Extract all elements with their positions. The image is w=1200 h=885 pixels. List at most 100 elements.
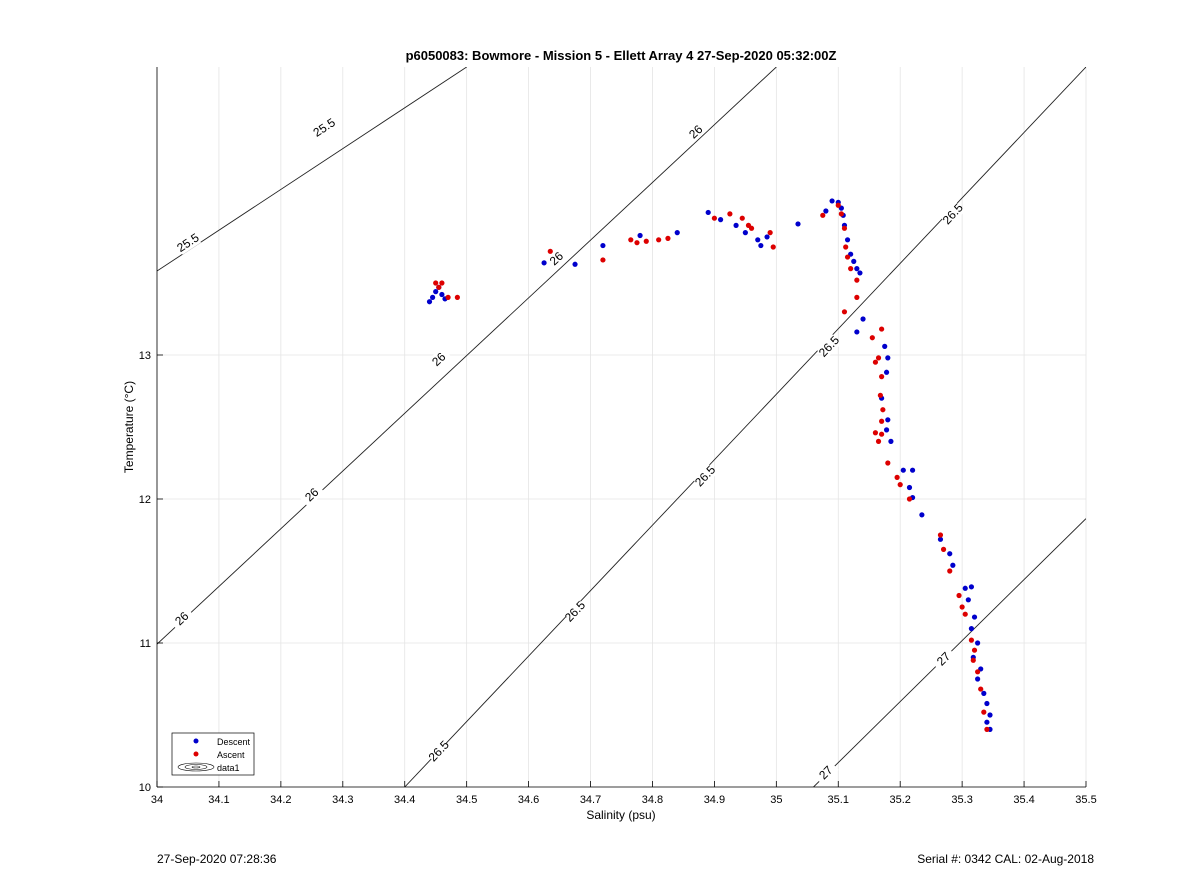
contour-label-bg [692, 463, 718, 489]
x-tick-label: 34 [151, 794, 163, 806]
ascent-point [897, 482, 903, 488]
grid [156, 67, 1087, 788]
ascent-point [854, 294, 860, 300]
descent-point [829, 198, 835, 204]
x-tick-label: 35.5 [1075, 794, 1096, 806]
ascent-point [436, 284, 442, 290]
contour-label-bg [940, 201, 966, 227]
descent-point [900, 467, 906, 473]
ascent-point [879, 374, 885, 380]
ascent-point [975, 669, 981, 675]
ascent-point [841, 225, 848, 231]
descent-point [937, 536, 944, 542]
descent-point [854, 266, 860, 272]
descent-point [962, 585, 968, 591]
descent-point [857, 270, 863, 276]
ascent-point [869, 335, 875, 341]
contour-label-bg [816, 333, 842, 360]
legend-contour-icon [177, 762, 215, 772]
chart-title: p6050083: Bowmore - Mission 5 - Ellett A… [406, 48, 837, 63]
descent-point [975, 676, 981, 682]
contour-label-bg [168, 605, 195, 632]
descent-point [984, 719, 990, 725]
ascent-point [739, 215, 745, 221]
ascent-point [727, 211, 733, 217]
x-axis-label: Salinity (psu) [586, 808, 655, 822]
ascent-point [956, 592, 962, 599]
ascent-point [880, 407, 886, 413]
ascent-point [841, 309, 848, 315]
descent-point [975, 640, 981, 646]
descent-point [885, 355, 891, 361]
descent-point [823, 208, 829, 214]
ascent-point [978, 686, 984, 692]
ascent-point [439, 280, 445, 286]
descent-point [541, 260, 547, 266]
ascent-point [628, 237, 634, 243]
y-ticks: 10 11 12 13 [139, 350, 163, 794]
descent-point [705, 209, 711, 216]
data-points [426, 198, 993, 733]
ascent-point [433, 280, 439, 286]
y-axis-label: Temperature (°C) [122, 381, 136, 473]
descent-point [860, 316, 866, 322]
contour-label-bg [426, 738, 452, 764]
ascent-point [838, 211, 844, 217]
legend: Descent Ascent data1 [171, 732, 255, 776]
descent-point [755, 237, 761, 243]
descent-point [906, 484, 913, 491]
x-tick-label: 34.7 [580, 794, 601, 806]
contour-line-25.5 [157, 67, 467, 272]
y-tick-label: 12 [139, 494, 151, 506]
ascent-point [454, 294, 460, 300]
legend-ascent-marker [193, 751, 199, 757]
ascent-point [767, 230, 773, 236]
x-tick-label: 34.9 [704, 794, 725, 806]
contour-label-bg [930, 646, 957, 672]
ascent-point [937, 532, 944, 538]
descent-point [439, 291, 445, 298]
density-contours: 25.525.5262626262626.526.526.526.526.527… [157, 67, 1086, 787]
descent-point [987, 712, 993, 718]
descent-point [764, 234, 770, 240]
descent-point [888, 438, 894, 444]
descent-point [854, 329, 860, 335]
ascent-point [879, 431, 885, 437]
ascent-point [848, 266, 854, 272]
footer-timestamp: 27-Sep-2020 07:28:36 [157, 852, 277, 866]
ascent-point [875, 355, 882, 361]
descent-point [971, 614, 978, 620]
ascent-point [971, 647, 978, 653]
ascent-point [445, 294, 451, 300]
descent-point [968, 584, 975, 590]
descent-point [947, 551, 953, 557]
ascent-point [872, 359, 879, 365]
legend-ascent-label: Ascent [217, 750, 245, 760]
ascent-point [970, 657, 976, 663]
legend-descent-label: Descent [217, 737, 251, 747]
contour-label: 26.5 [562, 598, 588, 625]
x-tick-label: 34.2 [270, 794, 291, 806]
x-tick-label: 34.1 [208, 794, 229, 806]
contour-label-bg [425, 346, 452, 372]
descent-point [674, 230, 680, 236]
contour-label-bg [683, 119, 709, 145]
ascent-point [711, 215, 718, 221]
ascent-point [981, 709, 987, 715]
contour-label: 25.5 [311, 115, 338, 140]
ascent-point [656, 237, 662, 243]
x-tick-label: 35.3 [951, 794, 972, 806]
descent-point [572, 261, 578, 267]
descent-point [919, 512, 925, 518]
ascent-point [875, 438, 882, 444]
ascent-point [547, 248, 553, 254]
x-tick-label: 34.4 [394, 794, 415, 806]
ascent-point [947, 568, 953, 574]
ascent-point [940, 546, 947, 553]
x-tick-label: 34.6 [518, 794, 539, 806]
descent-point [430, 294, 436, 300]
ascent-point [643, 238, 649, 244]
descent-point [909, 467, 916, 473]
plot-frame [157, 67, 1086, 787]
descent-point [965, 597, 971, 603]
